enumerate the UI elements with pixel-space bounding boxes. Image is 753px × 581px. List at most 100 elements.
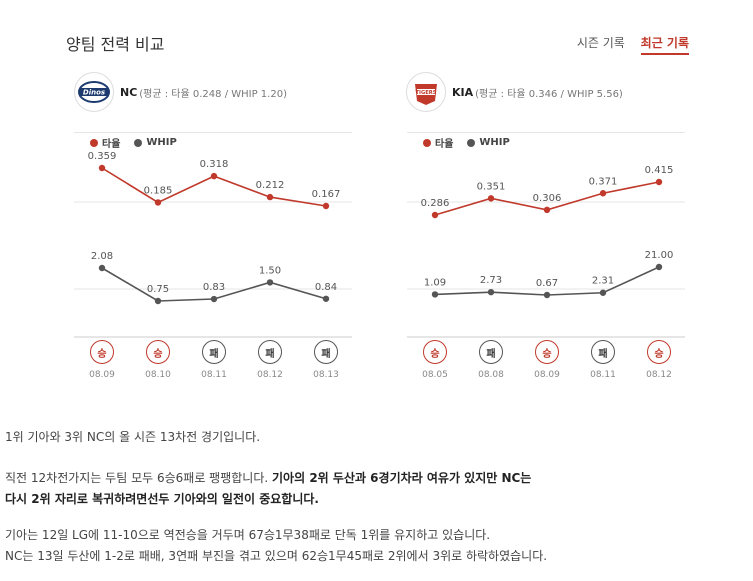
x-tick-label: 08.11 <box>201 370 227 380</box>
team-header-nc: Dinos NC (평균 : 타율 0.248 / WHIP 1.20) <box>74 72 374 112</box>
game-result: 승 08.09 <box>519 340 575 380</box>
whip-data-point <box>655 263 663 271</box>
whip-data-point <box>543 291 551 299</box>
results-row-kia: 승 08.05 패 08.08 승 08.09 패 08.11 승 08.12 <box>407 340 687 384</box>
whip-data-point <box>322 295 330 302</box>
avg-data-label: 0.371 <box>589 176 618 187</box>
avg-data-point <box>266 193 274 201</box>
win-badge: 승 <box>647 340 671 364</box>
article-p3-line-2: NC는 13일 두산에 1-2로 패배, 3연패 부진을 겪고 있으며 62승1… <box>5 549 548 563</box>
game-result: 승 08.05 <box>407 340 463 380</box>
avg-data-point <box>98 164 106 172</box>
whip-legend-label: WHIP <box>146 137 177 148</box>
x-tick-label: 08.09 <box>534 370 560 380</box>
game-result: 승 08.09 <box>74 340 130 380</box>
avg-data-label: 0.212 <box>256 180 285 191</box>
x-tick-label: 08.08 <box>478 370 504 380</box>
chart-legend: 타율 WHIP <box>423 135 524 150</box>
team-name-nc: NC <box>120 85 138 99</box>
whip-data-label: 21.00 <box>645 250 674 261</box>
tab-season-record[interactable]: 시즌 기록 <box>576 36 625 50</box>
page-title: 양팀 전력 비교 <box>66 35 165 54</box>
chart-kia: 타율 WHIP 0.286 0.351 0.306 0.371 0.415 1.09 2.7… <box>407 131 685 338</box>
chart-svg-kia: 0.286 0.351 0.306 0.371 0.415 1.09 2.73 0.67 2.3… <box>407 131 685 338</box>
article-p3-line-1: 기아는 12일 LG에 11-10으로 역전승을 거두며 67승1무38패로 단… <box>5 528 491 542</box>
whip-data-point <box>98 264 106 272</box>
whip-legend-label: WHIP <box>479 137 510 148</box>
x-tick-label: 08.12 <box>646 370 672 380</box>
whip-data-point <box>599 289 607 296</box>
dinos-logo-icon: Dinos <box>74 72 114 112</box>
x-tick-label: 08.12 <box>257 370 283 380</box>
dinos-logo-text: Dinos <box>83 89 105 97</box>
win-badge: 승 <box>146 340 170 364</box>
whip-legend-dot <box>134 138 143 147</box>
whip-data-label: 1.09 <box>424 277 446 288</box>
whip-data-label: 2.08 <box>91 251 113 262</box>
whip-data-label: 0.75 <box>147 284 169 295</box>
x-tick-label: 08.13 <box>313 370 339 380</box>
team-header-kia: TIGERS KIA (평균 : 타율 0.346 / WHIP 5.56) <box>406 72 706 112</box>
avg-data-label: 0.167 <box>312 189 341 200</box>
x-tick-label: 08.05 <box>422 370 448 380</box>
record-tabs: 시즌 기록 최근 기록 <box>565 34 689 55</box>
loss-badge: 패 <box>258 340 282 364</box>
avg-legend-label: 타율 <box>435 139 454 150</box>
team-stats-kia: (평균 : 타율 0.346 / WHIP 5.56) <box>475 88 623 100</box>
team-stats-nc: (평균 : 타율 0.248 / WHIP 1.20) <box>139 88 287 100</box>
loss-badge: 패 <box>591 340 615 364</box>
avg-data-label: 0.359 <box>88 151 117 162</box>
tigers-logo-icon: TIGERS <box>406 72 446 112</box>
avg-data-label: 0.415 <box>645 165 674 176</box>
loss-badge: 패 <box>314 340 338 364</box>
tab-recent-record[interactable]: 최근 기록 <box>640 36 689 55</box>
avg-data-label: 0.286 <box>421 198 450 209</box>
whip-data-point <box>487 288 495 296</box>
whip-data-label: 0.67 <box>536 278 558 289</box>
avg-legend-dot <box>423 138 431 147</box>
article-paragraph-2: 직전 12차전가지는 두팀 모두 6승6패로 팽팽합니다. 기아의 2위 두산과… <box>5 468 531 510</box>
avg-data-point <box>154 199 162 206</box>
game-result: 승 08.12 <box>631 340 687 380</box>
avg-data-label: 0.306 <box>533 193 562 204</box>
whip-data-label: 0.84 <box>315 282 337 293</box>
avg-data-point <box>210 172 218 180</box>
article-paragraph-1: 1위 기아와 3위 NC의 올 시즌 13차전 경기입니다. <box>5 430 261 444</box>
chart-legend: 타율 WHIP <box>90 135 191 150</box>
results-row-nc: 승 08.09 승 08.10 패 08.11 패 08.12 패 08.13 <box>74 340 354 384</box>
article-p2-bold-2: 다시 2위 자리로 복귀하려면선두 기아와의 일전이 중요합니다. <box>5 492 319 506</box>
whip-data-label: 2.73 <box>480 275 502 286</box>
game-result: 패 08.11 <box>575 340 631 380</box>
loss-badge: 패 <box>479 340 503 364</box>
whip-data-point <box>154 297 162 305</box>
game-result: 패 08.13 <box>298 340 354 380</box>
game-result: 패 08.08 <box>463 340 519 380</box>
article-p2-normal: 직전 12차전가지는 두팀 모두 6승6패로 팽팽합니다. <box>5 471 273 485</box>
avg-data-point <box>599 190 607 197</box>
loss-badge: 패 <box>202 340 226 364</box>
whip-data-label: 2.31 <box>592 276 614 287</box>
chart-nc: 타율 WHIP 0.359 0.185 0.318 0.212 0.167 2.08 0.7… <box>74 131 352 338</box>
x-tick-label: 08.09 <box>89 370 115 380</box>
team-name-kia: KIA <box>452 85 474 99</box>
game-result: 패 08.12 <box>242 340 298 380</box>
avg-data-point <box>487 195 495 202</box>
avg-data-point <box>543 206 551 214</box>
avg-data-label: 0.351 <box>477 181 506 192</box>
game-result: 승 08.10 <box>130 340 186 380</box>
avg-data-point <box>655 178 663 186</box>
avg-data-label: 0.185 <box>144 185 173 196</box>
avg-legend-label: 타율 <box>102 139 121 150</box>
article-p2-bold-1: 기아의 2위 두산과 6경기차라 여유가 있지만 NC는 <box>272 471 532 485</box>
avg-legend-dot <box>90 138 98 147</box>
x-tick-label: 08.11 <box>590 370 616 380</box>
win-badge: 승 <box>535 340 559 364</box>
whip-data-label: 0.83 <box>203 282 225 293</box>
whip-data-point <box>431 291 439 298</box>
avg-data-point <box>322 202 330 210</box>
x-tick-label: 08.10 <box>145 370 171 380</box>
article-paragraph-3: 기아는 12일 LG에 11-10으로 역전승을 거두며 67승1무38패로 단… <box>5 525 547 567</box>
win-badge: 승 <box>423 340 447 364</box>
win-badge: 승 <box>90 340 114 364</box>
avg-data-point <box>431 211 439 219</box>
